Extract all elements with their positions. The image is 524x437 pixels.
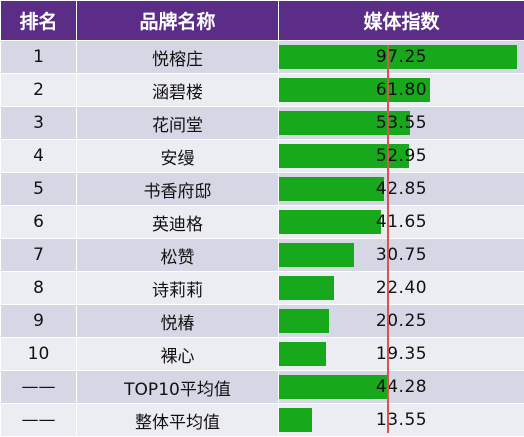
rank-cell: 8 bbox=[0, 271, 77, 305]
header-media-index: 媒体指数 bbox=[278, 0, 524, 41]
value-label: 42.85 bbox=[375, 179, 428, 199]
table-row: 7 松赞 30.75 bbox=[0, 238, 524, 272]
brand-cell: 悦榕庄 bbox=[76, 40, 279, 74]
brand-cell: 松赞 bbox=[76, 238, 279, 272]
media-index-cell: 52.95 bbox=[278, 139, 524, 173]
brand-cell: 英迪格 bbox=[76, 205, 279, 239]
header-brand: 品牌名称 bbox=[76, 0, 279, 41]
header-rank: 排名 bbox=[0, 0, 77, 41]
value-label: 20.25 bbox=[375, 311, 428, 331]
table-row: —— TOP10平均值 44.28 bbox=[0, 370, 524, 404]
media-index-cell: 13.55 bbox=[278, 403, 524, 437]
brand-cell: TOP10平均值 bbox=[76, 370, 279, 404]
brand-cell: 安缦 bbox=[76, 139, 279, 173]
table-row: 10 裸心 19.35 bbox=[0, 337, 524, 371]
table-row: —— 整体平均值 13.55 bbox=[0, 403, 524, 437]
value-label: 22.40 bbox=[375, 278, 428, 298]
rank-cell: 2 bbox=[0, 73, 77, 107]
value-bar bbox=[279, 309, 329, 333]
rank-cell: 6 bbox=[0, 205, 77, 239]
table-row: 4 安缦 52.95 bbox=[0, 139, 524, 173]
brand-cell: 裸心 bbox=[76, 337, 279, 371]
value-bar bbox=[279, 144, 409, 168]
media-index-cell: 42.85 bbox=[278, 172, 524, 206]
media-index-cell: 20.25 bbox=[278, 304, 524, 338]
media-index-cell: 30.75 bbox=[278, 238, 524, 272]
value-bar bbox=[279, 45, 518, 69]
rank-cell: 4 bbox=[0, 139, 77, 173]
brand-cell: 花间堂 bbox=[76, 106, 279, 140]
table-row: 9 悦椿 20.25 bbox=[0, 304, 524, 338]
value-bar bbox=[279, 78, 431, 102]
media-index-cell: 61.80 bbox=[278, 73, 524, 107]
rank-cell: 7 bbox=[0, 238, 77, 272]
value-bar bbox=[279, 342, 327, 366]
value-label: 52.95 bbox=[375, 146, 428, 166]
value-label: 53.55 bbox=[375, 113, 428, 133]
rank-cell: 1 bbox=[0, 40, 77, 74]
value-bar bbox=[279, 177, 384, 201]
brand-cell: 涵碧楼 bbox=[76, 73, 279, 107]
value-label: 97.25 bbox=[375, 47, 428, 67]
value-label: 44.28 bbox=[375, 377, 428, 397]
media-index-cell: 41.65 bbox=[278, 205, 524, 239]
media-index-cell: 97.25 bbox=[278, 40, 524, 74]
rank-cell: 9 bbox=[0, 304, 77, 338]
value-bar bbox=[279, 210, 382, 234]
value-label: 13.55 bbox=[375, 410, 428, 430]
value-label: 61.80 bbox=[375, 80, 428, 100]
media-index-cell: 44.28 bbox=[278, 370, 524, 404]
media-index-cell: 22.40 bbox=[278, 271, 524, 305]
brand-cell: 整体平均值 bbox=[76, 403, 279, 437]
rank-cell: —— bbox=[0, 370, 77, 404]
value-label: 19.35 bbox=[375, 344, 428, 364]
table-row: 2 涵碧楼 61.80 bbox=[0, 73, 524, 107]
rank-cell: —— bbox=[0, 403, 77, 437]
table-body: 1 悦榕庄 97.25 2 涵碧楼 61.80 3 花间堂 53.55 4 安缦 52.95 5 书香府邸… bbox=[0, 40, 524, 437]
table-row: 5 书香府邸 42.85 bbox=[0, 172, 524, 206]
media-index-cell: 53.55 bbox=[278, 106, 524, 140]
brand-cell: 书香府邸 bbox=[76, 172, 279, 206]
value-bar bbox=[279, 243, 355, 267]
value-bar bbox=[279, 408, 313, 432]
header-row: 排名 品牌名称 媒体指数 bbox=[0, 0, 524, 41]
rank-cell: 5 bbox=[0, 172, 77, 206]
table-row: 3 花间堂 53.55 bbox=[0, 106, 524, 140]
brand-cell: 悦椿 bbox=[76, 304, 279, 338]
value-bar bbox=[279, 276, 334, 300]
table-row: 6 英迪格 41.65 bbox=[0, 205, 524, 239]
table-row: 1 悦榕庄 97.25 bbox=[0, 40, 524, 74]
value-label: 41.65 bbox=[375, 212, 428, 232]
value-label: 30.75 bbox=[375, 245, 428, 265]
value-bar bbox=[279, 375, 388, 399]
media-index-cell: 19.35 bbox=[278, 337, 524, 371]
table-row: 8 诗莉莉 22.40 bbox=[0, 271, 524, 305]
brand-cell: 诗莉莉 bbox=[76, 271, 279, 305]
rank-cell: 10 bbox=[0, 337, 77, 371]
rank-cell: 3 bbox=[0, 106, 77, 140]
